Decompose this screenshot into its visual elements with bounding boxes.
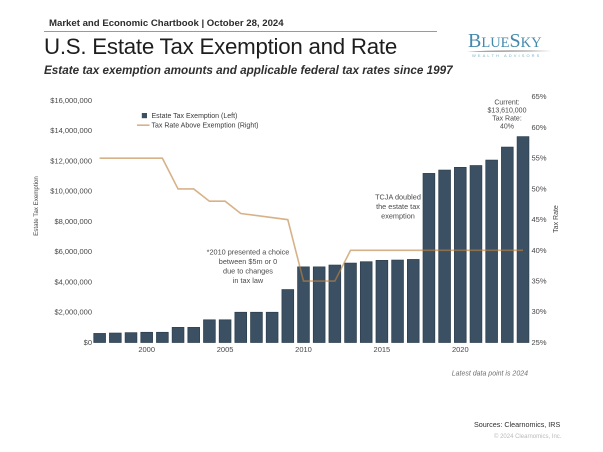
svg-text:2005: 2005 — [217, 345, 234, 354]
svg-text:TCJA doubled: TCJA doubled — [375, 192, 421, 201]
svg-text:Tax Rate: Tax Rate — [553, 205, 560, 233]
svg-text:in tax law: in tax law — [233, 276, 264, 285]
svg-text:between $5m or 0: between $5m or 0 — [219, 257, 277, 266]
svg-text:Tax Rate Above Exemption (Righ: Tax Rate Above Exemption (Right) — [152, 123, 259, 130]
svg-text:2020: 2020 — [452, 345, 469, 354]
svg-text:Estate Tax Exemption: Estate Tax Exemption — [33, 176, 40, 236]
svg-text:$6,000,000: $6,000,000 — [54, 247, 92, 256]
svg-text:*2010 presented a choice: *2010 presented a choice — [207, 247, 290, 256]
svg-text:2015: 2015 — [374, 345, 391, 354]
svg-text:$16,000,000: $16,000,000 — [50, 96, 92, 105]
svg-text:due to changes: due to changes — [223, 266, 273, 275]
svg-text:$8,000,000: $8,000,000 — [54, 217, 92, 226]
svg-text:50%: 50% — [532, 184, 547, 193]
svg-text:$13,610,000: $13,610,000 — [488, 108, 527, 115]
svg-text:$2,000,000: $2,000,000 — [54, 308, 92, 317]
svg-text:40%: 40% — [500, 124, 514, 131]
svg-text:35%: 35% — [532, 277, 547, 286]
svg-text:$12,000,000: $12,000,000 — [50, 156, 92, 165]
svg-text:Latest data point is 2024: Latest data point is 2024 — [452, 371, 528, 378]
svg-text:65%: 65% — [532, 92, 547, 101]
svg-text:2000: 2000 — [138, 345, 155, 354]
svg-text:2010: 2010 — [295, 345, 312, 354]
svg-text:$4,000,000: $4,000,000 — [54, 277, 92, 286]
svg-text:Estate Tax Exemption (Left): Estate Tax Exemption (Left) — [152, 113, 238, 120]
svg-text:$14,000,000: $14,000,000 — [50, 126, 92, 135]
svg-text:55%: 55% — [532, 154, 547, 163]
svg-text:30%: 30% — [532, 307, 547, 316]
svg-text:the estate tax: the estate tax — [376, 202, 420, 211]
svg-text:$0: $0 — [84, 338, 92, 347]
svg-text:exemption: exemption — [381, 211, 415, 220]
svg-text:$10,000,000: $10,000,000 — [50, 187, 92, 196]
svg-text:40%: 40% — [532, 246, 547, 255]
svg-text:Tax Rate:: Tax Rate: — [492, 116, 522, 123]
svg-text:25%: 25% — [532, 338, 547, 347]
svg-text:60%: 60% — [532, 123, 547, 132]
svg-text:Current:: Current: — [494, 100, 519, 107]
svg-text:45%: 45% — [532, 215, 547, 224]
